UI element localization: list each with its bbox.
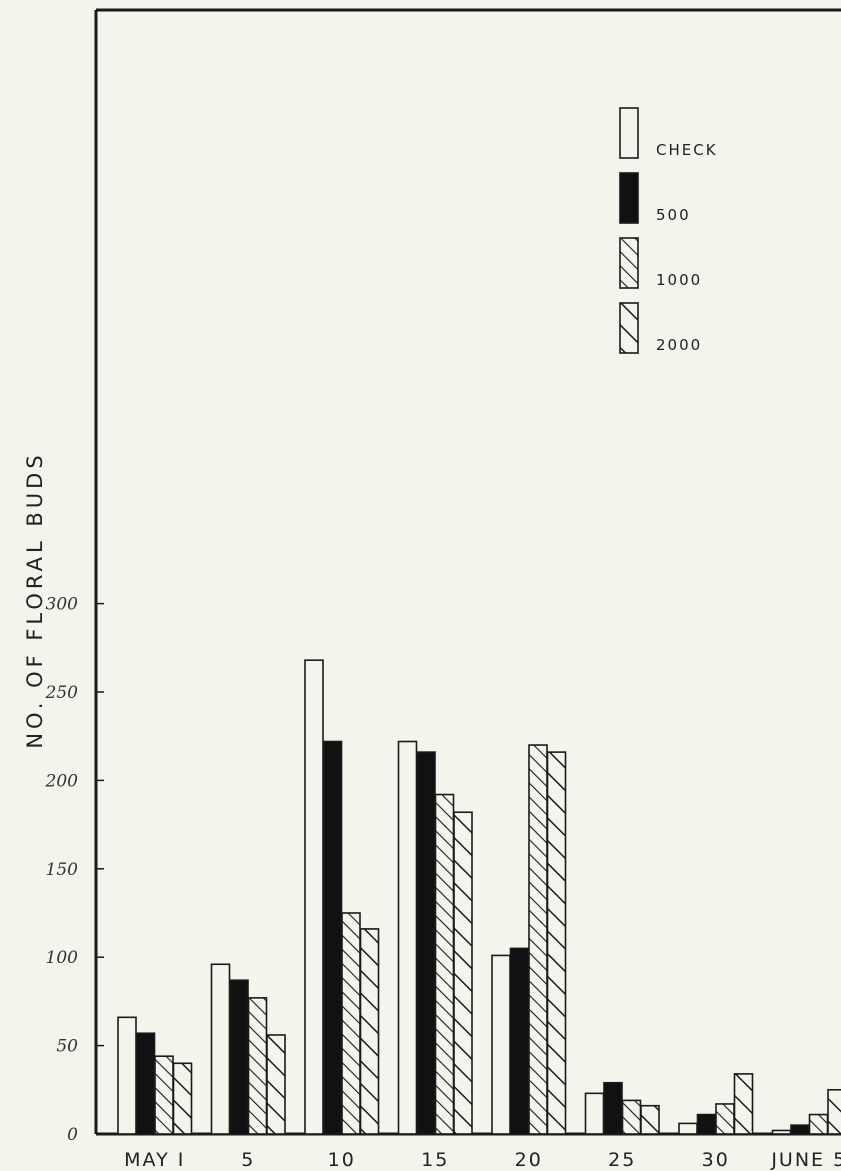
bar-500-6 bbox=[603, 1081, 623, 1135]
legend-label-1000: 1000 bbox=[656, 271, 702, 289]
x-tick-label: JUNE 5 bbox=[770, 1149, 841, 1171]
x-axis: MAY I 5 10 15 20 25 30 JUNE 5 bbox=[124, 1149, 841, 1171]
bar-500-2 bbox=[229, 979, 249, 1135]
y-tick-label: 200 bbox=[45, 771, 79, 791]
x-tick-label: 5 bbox=[241, 1149, 255, 1171]
y-axis-label: NO. OF FLORAL BUDS bbox=[23, 451, 47, 748]
y-tick-label: 300 bbox=[46, 595, 79, 615]
bar-check-2 bbox=[210, 963, 231, 1135]
y-tick-label: 50 bbox=[56, 1037, 78, 1057]
bar-2000-4 bbox=[453, 811, 473, 1135]
legend-label-check: CHECK bbox=[656, 141, 718, 159]
bar-2000-2 bbox=[266, 1034, 286, 1135]
bar-2000-1 bbox=[172, 1062, 193, 1135]
bar-1000-3 bbox=[341, 912, 361, 1135]
x-tick-label: 15 bbox=[421, 1149, 449, 1171]
x-tick-label: 30 bbox=[702, 1149, 730, 1171]
legend-swatch-1000 bbox=[619, 237, 639, 289]
bar-check-4 bbox=[397, 740, 418, 1135]
x-tick-label: 20 bbox=[515, 1149, 543, 1171]
bar-1000-5 bbox=[528, 744, 548, 1135]
bar-500-3 bbox=[322, 740, 343, 1135]
legend: CHECK 500 1000 2000 bbox=[619, 107, 718, 354]
legend-swatch-500 bbox=[619, 172, 639, 224]
x-tick-label: 25 bbox=[608, 1149, 636, 1171]
legend-label-500: 500 bbox=[656, 206, 691, 224]
bar-1000-4 bbox=[434, 793, 455, 1135]
bar-500-5 bbox=[509, 947, 530, 1135]
bar-500-1 bbox=[135, 1032, 156, 1135]
bars-group bbox=[117, 659, 841, 1135]
legend-swatch-2000 bbox=[619, 302, 639, 354]
bar-1000-7 bbox=[715, 1103, 735, 1135]
y-tick-label: 100 bbox=[46, 948, 79, 968]
legend-swatch-check bbox=[619, 107, 639, 159]
bar-check-3 bbox=[304, 659, 324, 1135]
bar-check-5 bbox=[491, 954, 511, 1135]
bar-2000-8 bbox=[827, 1089, 841, 1135]
bar-2000-7 bbox=[733, 1073, 754, 1135]
y-tick-label: 0 bbox=[67, 1125, 78, 1145]
legend-label-2000: 2000 bbox=[656, 336, 702, 354]
bar-1000-2 bbox=[247, 997, 268, 1135]
bar-500-8 bbox=[790, 1124, 810, 1135]
bar-2000-6 bbox=[640, 1104, 660, 1135]
bar-1000-8 bbox=[808, 1113, 829, 1135]
bar-500-4 bbox=[416, 751, 436, 1135]
bar-2000-5 bbox=[546, 751, 567, 1135]
bar-check-7 bbox=[678, 1122, 698, 1135]
bar-1000-6 bbox=[621, 1099, 642, 1135]
x-tick-label: 10 bbox=[328, 1149, 356, 1171]
bar-check-1 bbox=[117, 1016, 137, 1135]
bar-check-8 bbox=[771, 1129, 792, 1135]
y-axis: 0 50 100 150 200 250 300 bbox=[45, 595, 104, 1145]
bar-2000-3 bbox=[359, 928, 380, 1135]
y-tick-label: 250 bbox=[45, 683, 79, 703]
x-tick-label: MAY I bbox=[124, 1149, 185, 1171]
bar-500-7 bbox=[696, 1113, 717, 1135]
y-tick-label: 150 bbox=[46, 860, 79, 880]
bar-1000-1 bbox=[154, 1055, 174, 1135]
bar-check-6 bbox=[584, 1092, 605, 1135]
